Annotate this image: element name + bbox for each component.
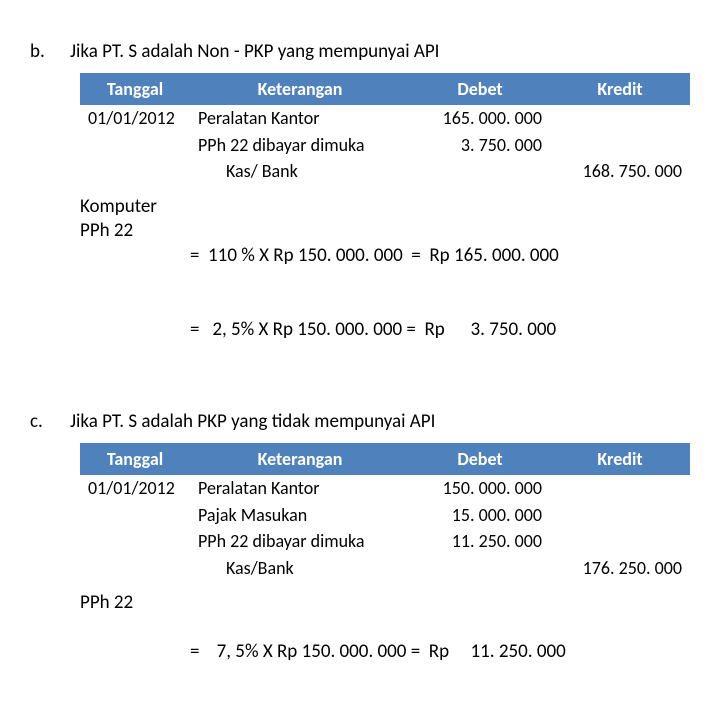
cell-kredit	[550, 105, 690, 132]
section-c-heading: c. Jika PT. S adalah PKP yang tidak memp…	[30, 410, 690, 433]
cell-kredit: 168. 750. 000	[550, 158, 690, 185]
col-keterangan: Keterangan	[190, 73, 410, 105]
table-row: PPh 22 dibayar dimuka 11. 250. 000	[80, 528, 690, 555]
cell-desc: Peralatan Kantor	[190, 105, 410, 132]
section-letter: c.	[30, 410, 70, 433]
cell-kredit	[550, 502, 690, 529]
section-letter: b.	[30, 40, 70, 63]
cell-kredit	[550, 528, 690, 555]
col-keterangan: Keterangan	[190, 443, 410, 475]
cell-desc: PPh 22 dibayar dimuka	[190, 528, 410, 555]
section-b-heading: b. Jika PT. S adalah Non - PKP yang memp…	[30, 40, 690, 63]
cell-debet	[410, 158, 550, 185]
cell-debet	[410, 555, 550, 582]
cell-desc: Peralatan Kantor	[190, 475, 410, 502]
col-tanggal: Tanggal	[80, 443, 190, 475]
table-row: PPh 22 dibayar dimuka 3. 750. 000	[80, 132, 690, 159]
journal-table-b: Tanggal Keterangan Debet Kredit 01/01/20…	[80, 73, 690, 185]
cell-kredit	[550, 475, 690, 502]
cell-debet: 150. 000. 000	[410, 475, 550, 502]
cell-desc: PPh 22 dibayar dimuka	[190, 132, 410, 159]
col-kredit: Kredit	[550, 443, 690, 475]
cell-debet: 15. 000. 000	[410, 502, 550, 529]
col-kredit: Kredit	[550, 73, 690, 105]
cell-kredit	[550, 132, 690, 159]
cell-date: 01/01/2012	[80, 105, 190, 132]
cell-kredit: 176. 250. 000	[550, 555, 690, 582]
table-row: Kas/Bank 176. 250. 000	[80, 555, 690, 582]
calc-label: Komputer	[80, 195, 190, 220]
cell-desc: Pajak Masukan	[190, 502, 410, 529]
section-title: Jika PT. S adalah PKP yang tidak mempuny…	[70, 410, 690, 433]
cell-debet: 3. 750. 000	[410, 132, 550, 159]
calc-label: PPh 22	[80, 591, 190, 616]
cell-desc: Kas/Bank	[190, 555, 410, 582]
col-debet: Debet	[410, 73, 550, 105]
calc-line: = 7, 5% X Rp 150. 000. 000 = Rp 11. 250.…	[190, 640, 690, 665]
calc-block-b: Komputer PPh 22 = 110 % X Rp 150. 000. 0…	[80, 195, 690, 393]
calc-line: = 110 % X Rp 150. 000. 000 = Rp 165. 000…	[190, 244, 690, 269]
calc-label: PPh 22	[80, 219, 190, 244]
cell-date: 01/01/2012	[80, 475, 190, 502]
cell-debet: 11. 250. 000	[410, 528, 550, 555]
section-title: Jika PT. S adalah Non - PKP yang mempuny…	[70, 40, 690, 63]
table-header-row: Tanggal Keterangan Debet Kredit	[80, 73, 690, 105]
col-tanggal: Tanggal	[80, 73, 190, 105]
col-debet: Debet	[410, 443, 550, 475]
table-header-row: Tanggal Keterangan Debet Kredit	[80, 443, 690, 475]
table-row: Kas/ Bank 168. 750. 000	[80, 158, 690, 185]
table-row: Pajak Masukan 15. 000. 000	[80, 502, 690, 529]
journal-table-c: Tanggal Keterangan Debet Kredit 01/01/20…	[80, 443, 690, 581]
cell-debet: 165. 000. 000	[410, 105, 550, 132]
table-row: 01/01/2012 Peralatan Kantor 150. 000. 00…	[80, 475, 690, 502]
table-row: 01/01/2012 Peralatan Kantor 165. 000. 00…	[80, 105, 690, 132]
calc-block-c: PPh 22 = 7, 5% X Rp 150. 000. 000 = Rp 1…	[80, 591, 690, 714]
cell-desc: Kas/ Bank	[190, 158, 410, 185]
calc-line: = 2, 5% X Rp 150. 000. 000 = Rp 3. 750. …	[190, 318, 690, 343]
